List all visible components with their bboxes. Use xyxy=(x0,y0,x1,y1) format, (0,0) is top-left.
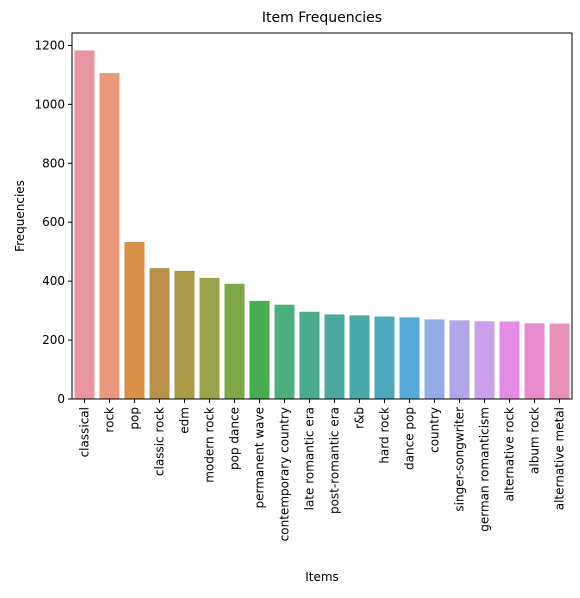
bar-classic-rock xyxy=(149,268,170,399)
bar-post-romantic-era xyxy=(324,314,345,399)
x-tick-label: permanent wave xyxy=(253,407,267,509)
x-axis-ticks: classical rock pop classic rock edm modern ro… xyxy=(78,399,567,541)
y-tick-label: 600 xyxy=(42,215,65,229)
bar-modern-rock xyxy=(199,277,220,399)
bar-dance-pop xyxy=(399,317,420,399)
y-axis-ticks: 0 200 400 600 800 1000 1200 xyxy=(34,38,72,406)
bar-contemporary-country xyxy=(274,304,295,399)
bars-group xyxy=(74,50,570,400)
bar-alternative-rock xyxy=(499,321,520,399)
x-tick-label: alternative metal xyxy=(553,407,567,510)
x-tick-label: pop dance xyxy=(228,407,242,470)
plot-frame xyxy=(71,32,573,400)
x-axis-label: Items xyxy=(305,570,339,584)
y-tick-label: 200 xyxy=(42,333,65,347)
bar-hard-rock xyxy=(374,316,395,399)
y-tick-label: 400 xyxy=(42,274,65,288)
bar-pop xyxy=(124,241,145,399)
x-tick-label: singer-songwriter xyxy=(453,407,467,512)
y-tick-label: 1200 xyxy=(34,38,65,52)
x-tick-label: alternative rock xyxy=(503,407,517,501)
x-tick-label: edm xyxy=(178,407,192,434)
bar-edm xyxy=(174,270,195,399)
bar-alternative-metal xyxy=(549,323,570,399)
x-tick-label: modern rock xyxy=(203,407,217,483)
y-axis-label: Frequencies xyxy=(13,180,27,252)
bar-country xyxy=(424,319,445,399)
x-tick-label: country xyxy=(428,407,442,453)
bar-classical xyxy=(74,50,95,400)
x-tick-label: late romantic era xyxy=(303,407,317,510)
bar-german-romanticism xyxy=(474,321,495,399)
bar-permanent-wave xyxy=(249,300,270,399)
y-tick-label: 800 xyxy=(42,156,65,170)
x-tick-label: album rock xyxy=(528,407,542,474)
x-tick-label: post-romantic era xyxy=(328,407,342,514)
bar-late-romantic-era xyxy=(299,311,320,399)
x-tick-label: contemporary country xyxy=(278,407,292,541)
x-tick-label: dance pop xyxy=(403,407,417,470)
bar-rock xyxy=(99,73,120,400)
y-tick-label: 0 xyxy=(57,392,65,406)
y-tick-label: 1000 xyxy=(34,97,65,111)
x-tick-label: rock xyxy=(103,407,117,433)
bar-r-b xyxy=(349,315,370,399)
x-tick-label: pop xyxy=(128,407,142,430)
x-tick-label: classical xyxy=(78,407,92,457)
bar-album-rock xyxy=(524,323,545,399)
bar-pop-dance xyxy=(224,283,245,399)
chart-title: Item Frequencies xyxy=(262,10,382,26)
x-tick-label: hard rock xyxy=(378,407,392,464)
x-tick-label: r&b xyxy=(353,407,367,429)
x-tick-label: classic rock xyxy=(153,407,167,476)
bar-singer-songwriter xyxy=(449,320,470,399)
x-tick-label: german romanticism xyxy=(478,407,492,532)
